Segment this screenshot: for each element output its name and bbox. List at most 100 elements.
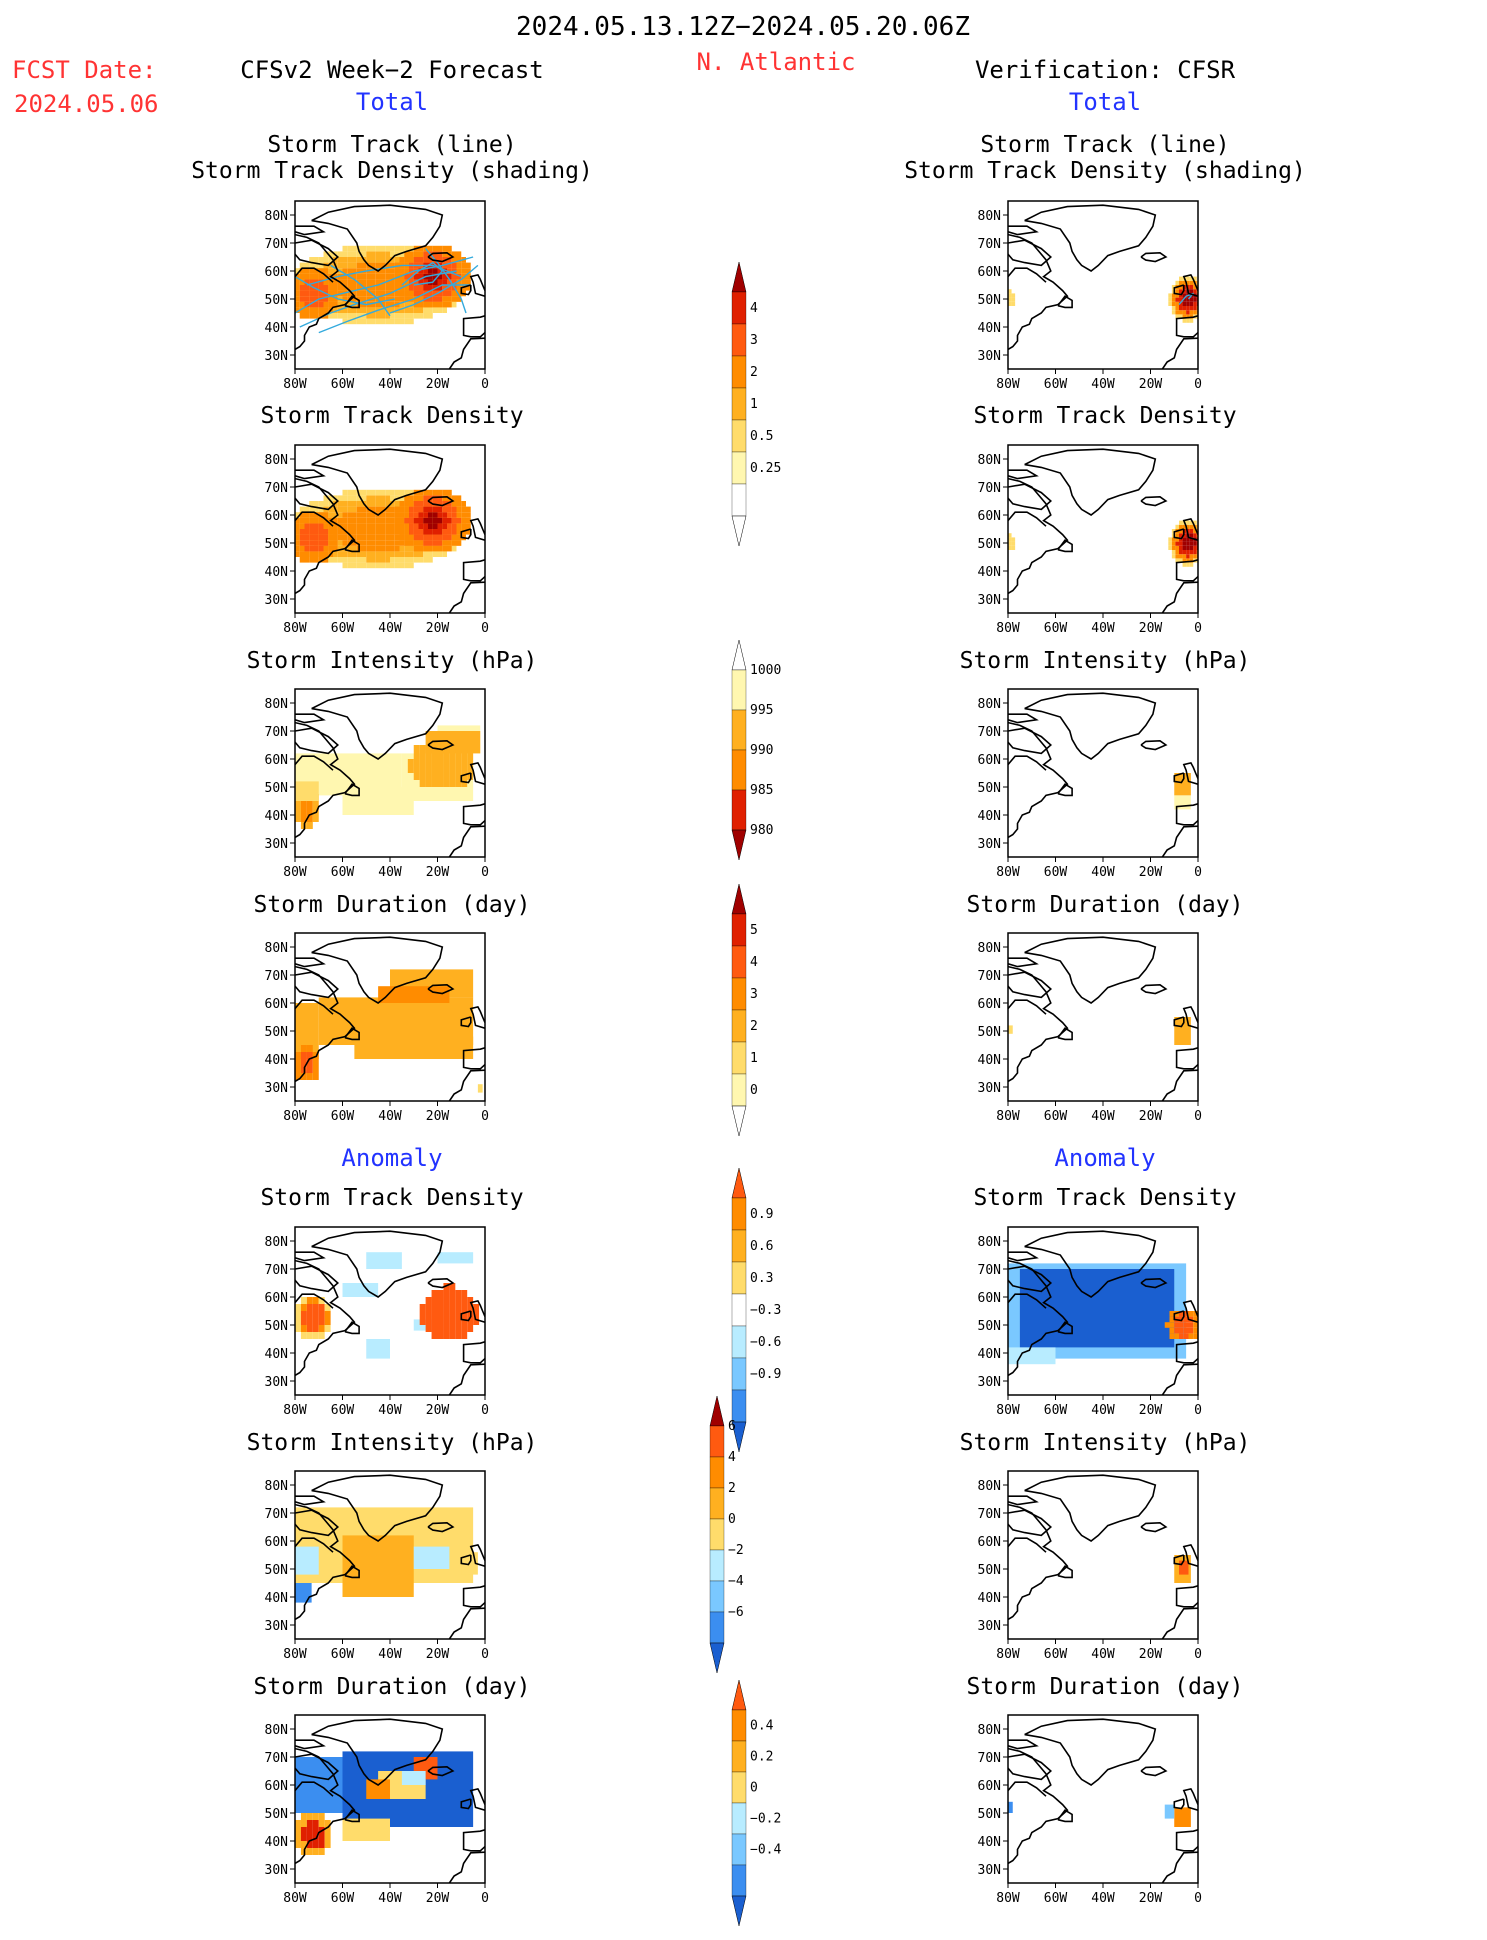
shading-cell [394,517,400,524]
lat-tick-label: 30N [265,1619,288,1634]
shading-cell [295,551,300,557]
lat-tick-label: 70N [978,725,1001,740]
lon-tick-label: 0 [481,1891,489,1906]
lat-tick-label: 50N [978,1025,1001,1040]
lon-tick-label: 60W [1044,377,1068,392]
shading-cell [404,489,409,496]
shading-cell [451,540,457,546]
shading-cell [409,489,414,496]
shading-cell [413,745,420,752]
shading-cell [309,301,314,308]
shading-cell [1169,1316,1175,1323]
shading-cell [337,313,343,319]
shading-cell [347,523,352,529]
shading-cell [312,1304,319,1311]
shading-cell [404,501,409,507]
shading-cell [451,529,457,535]
shading-cell [385,534,390,541]
shading-cell [299,296,305,302]
shading-cell [1193,1327,1198,1334]
shading-cell [295,512,300,518]
shading-cell [295,307,300,313]
shading-cell [309,540,314,546]
lat-tick-label: 70N [265,969,288,984]
shading-cell [447,545,452,552]
shading-cell [455,766,462,773]
shading-cell [467,759,474,766]
shading-cell [1182,314,1187,319]
shading-cell [437,523,443,529]
shading-cell [366,1339,390,1359]
shading-cell [375,279,381,285]
shading-cell [356,285,362,291]
shading-cell [1182,289,1187,294]
shading-cell [404,307,409,313]
shading-cell [314,501,319,507]
shading-cell [456,296,462,302]
shading-cell [413,766,420,773]
shading-cell [443,1311,450,1318]
shading-cell [423,251,428,257]
shading-cell [1164,1804,1175,1819]
shading-cell [413,545,419,552]
shading-cell [1179,533,1183,538]
shading-cell [390,545,395,552]
shading-cell [394,245,400,252]
shading-cell [447,534,452,541]
shading-cell [431,1290,438,1297]
shading-cell [371,489,376,496]
lat-tick-label: 40N [978,1835,1001,1850]
lon-tick-label: 60W [331,1109,355,1124]
shading-cell [1182,562,1187,567]
shading-cell [447,506,452,513]
shading-cell [337,557,343,563]
shading-cell [456,501,462,507]
shading-cell [413,257,419,263]
forecast-column-title: CFSv2 Week−2 Forecast [240,56,544,84]
shading-cell [375,313,381,319]
shading-cell [380,268,386,274]
shading-cell [361,517,367,524]
shading-cell [295,1325,301,1332]
shading-cell [356,290,362,297]
shading-cell [352,245,357,252]
shading-cell [333,307,338,313]
shading-cell [1179,285,1183,290]
shading-cell [312,1052,319,1059]
shading-cell [309,285,314,291]
shading-cell [318,262,324,269]
shading-cell [1186,537,1190,542]
shading-cell [418,506,424,513]
shading-cell [342,551,348,557]
shading-cell [418,495,424,501]
shading-cell [1168,301,1172,306]
shading-cell [409,562,414,569]
shading-cell [442,290,447,297]
shading-cell [409,551,414,557]
shading-cell [437,551,443,557]
shading-cell [375,506,381,513]
shading-cell [432,296,438,302]
shading-cell [328,251,333,257]
shading-cell [432,273,438,280]
shading-cell [1189,314,1194,319]
map-track-density-forecast: 80N 70N 60N 50N 40N 30N 80W 60W 40W 20W 0 [250,196,490,396]
shading-cell [318,285,324,291]
shading-cell [399,301,405,308]
panel-title-duration-forecast: Storm Duration (day) [253,892,531,918]
shading-cell [407,759,414,766]
shading-cell [466,262,471,269]
shading-cell [399,523,405,529]
shading-cell [423,506,428,513]
shading-cell [1186,550,1190,555]
shading-cell [309,279,314,285]
shading-cell [456,495,462,501]
shading-cell [295,1318,301,1325]
shading-cell [375,273,381,280]
shading-cell [295,815,301,822]
shading-cell [413,517,419,524]
shading-cell [442,545,447,552]
lon-tick-label: 0 [1194,377,1202,392]
shading-cell [409,523,414,529]
shading-cell [314,285,319,291]
